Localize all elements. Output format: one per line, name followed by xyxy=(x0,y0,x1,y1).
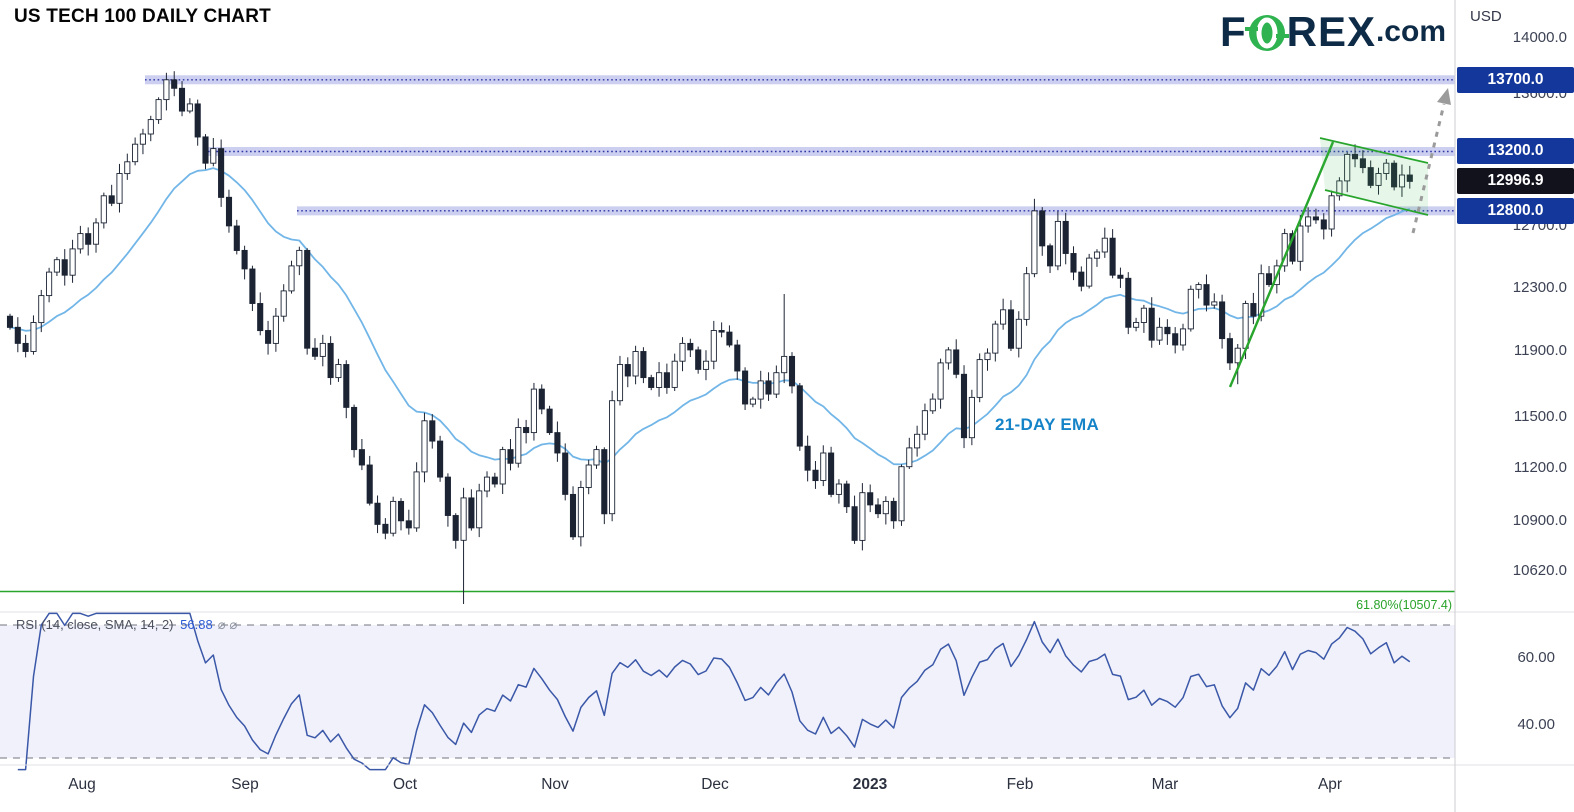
rsi-value: 56.88 xyxy=(180,617,213,632)
time-axis-label-Nov: Nov xyxy=(541,776,569,793)
level-band-13700 xyxy=(145,75,1455,85)
breakout-arrow-shaft xyxy=(1411,103,1446,234)
time-axis-label-Sep: Sep xyxy=(231,776,259,793)
rsi-indicator-legend[interactable]: RSI (14, close, SMA, 14, 2) 56.88 ⌀ ⌀ xyxy=(16,617,239,633)
logo-o-icon xyxy=(1244,15,1289,51)
time-axis-label-Apr: Apr xyxy=(1317,776,1343,793)
time-axis-label-Dec: Dec xyxy=(701,776,729,793)
candles-group xyxy=(6,71,1413,604)
price-axis-currency: USD xyxy=(1470,8,1502,25)
trendline-up xyxy=(1228,141,1335,388)
rsi-legend-text: RSI (14, close, SMA, 14, 2) xyxy=(16,617,174,632)
price-axis-label-12300.0: 12300.0 xyxy=(1512,278,1567,296)
rsi-axis-label-40.00: 40.00 xyxy=(1517,715,1555,733)
time-axis-label-2023: 2023 xyxy=(852,776,888,793)
price-axis-label-10900.0: 10900.0 xyxy=(1512,511,1567,529)
logo-text-f: F xyxy=(1219,8,1247,55)
logo-text-com: .com xyxy=(1375,15,1446,48)
rsi-axis-label-60.00: 60.00 xyxy=(1517,649,1555,667)
ema-21-line xyxy=(9,167,1411,466)
price-axis-label-14000.0: 14000.0 xyxy=(1512,29,1567,46)
logo-text-rex: REX xyxy=(1286,8,1376,55)
time-axis-label-Feb: Feb xyxy=(1006,776,1034,793)
price-level-badge-13200.0: 13200.0 xyxy=(1457,138,1574,165)
time-axis-label-Aug: Aug xyxy=(68,776,96,793)
price-level-badge-12800.0: 12800.0 xyxy=(1457,197,1574,224)
flag-channel-lower-line xyxy=(1324,189,1429,216)
breakout-arrow-head xyxy=(1437,88,1451,105)
forex-com-logo: F REX .com xyxy=(1220,10,1446,54)
rsi-band-shading xyxy=(0,625,1455,758)
fib-level-label: 61.80%(10507.4) xyxy=(1356,598,1452,612)
level-band-13200 xyxy=(208,146,1455,156)
price-axis-label-11200.0: 11200.0 xyxy=(1513,459,1567,477)
level-band-12800 xyxy=(297,206,1455,216)
price-axis-label-11900.0: 11900.0 xyxy=(1513,342,1567,360)
page-title: US TECH 100 DAILY CHART xyxy=(14,6,271,27)
ema-annotation-label: 21-DAY EMA xyxy=(995,415,1100,434)
rsi-settings-icon[interactable]: ⌀ xyxy=(229,617,238,632)
time-axis-label-Mar: Mar xyxy=(1151,776,1179,793)
price-level-badge-13700.0: 13700.0 xyxy=(1457,66,1574,93)
last-price-badge: 12996.9 xyxy=(1457,168,1574,195)
price-axis-label-10620.0: 10620.0 xyxy=(1512,562,1567,579)
flag-channel-upper-line xyxy=(1319,137,1429,164)
rsi-hide-icon[interactable]: ⌀ xyxy=(217,617,226,632)
rsi-line xyxy=(17,612,1411,771)
price-axis-label-11500.0: 11500.0 xyxy=(1513,408,1567,426)
time-axis-label-Oct: Oct xyxy=(392,776,418,793)
